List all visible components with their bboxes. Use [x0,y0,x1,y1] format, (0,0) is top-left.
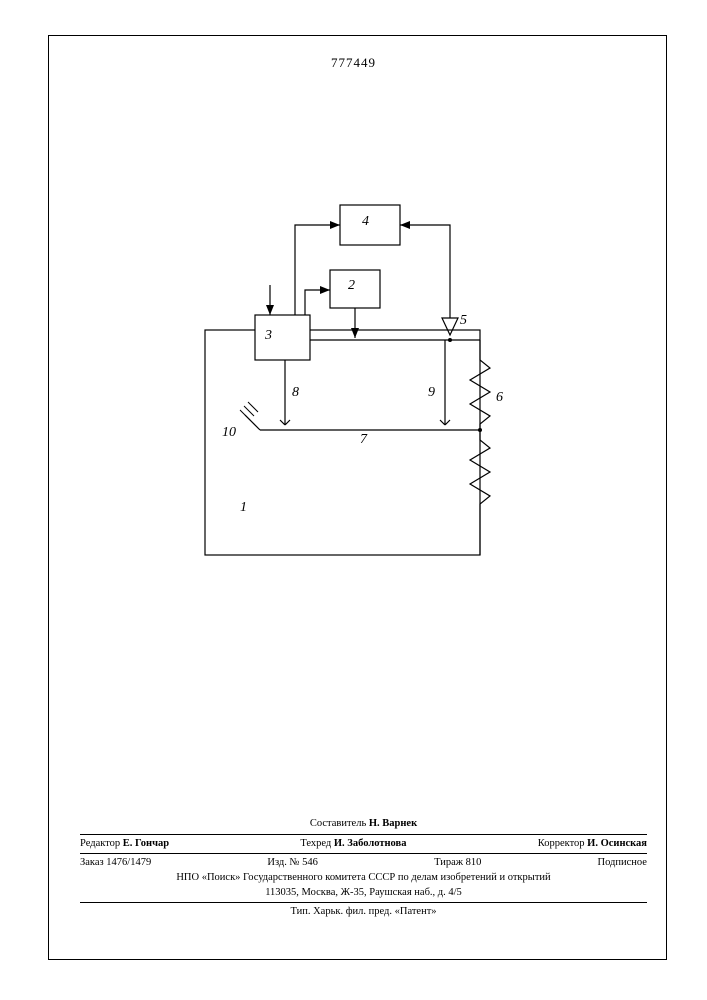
tirazh: Тираж 810 [434,856,481,871]
techred-label: Техред [300,838,331,849]
box-4 [340,205,400,245]
label-9: 9 [428,385,435,401]
box-3 [255,315,310,360]
tick-8b [285,420,290,425]
printer-line: Тип. Харьк. фил. пред. «Патент» [80,902,647,920]
box-1 [205,330,480,555]
editor-name: Е. Гончар [123,838,169,849]
wire-3-to-2 [305,290,330,315]
credits-row: Редактор Е. Гончар Техред И. Заболотнова… [80,837,647,855]
org-line-2: 113035, Москва, Ж-35, Раушская наб., д. … [80,886,647,901]
arrowhead-into-4 [400,221,410,229]
edition-number: Изд. № 546 [267,856,318,871]
page: 777449 [0,0,707,1000]
editor-label: Редактор [80,838,120,849]
tick-9a [440,420,445,425]
label-3: 3 [265,328,272,344]
arrowhead-into-3 [266,305,274,315]
compiler-name: Н. Варнек [369,818,417,829]
hatch-10c [248,402,258,412]
wire-4-to-5 [400,225,450,318]
techred-name: И. Заболотнова [334,838,407,849]
footer-block: Составитель Н. Варнек Редактор Е. Гончар… [80,817,647,920]
compiler-label: Составитель [310,818,366,829]
circuit-diagram: 1 2 3 4 5 6 7 8 9 10 [200,200,510,560]
compiler-row: Составитель Н. Варнек [80,817,647,835]
corrector-name: И. Осинская [587,838,647,849]
patent-number: 777449 [0,55,707,71]
hatch-10a [240,410,250,420]
corrector-cell: Корректор И. Осинская [538,837,647,852]
label-6: 6 [496,390,503,406]
subscription: Подписное [598,856,647,871]
triangle-5 [442,318,458,335]
tick-9b [445,420,450,425]
tick-8a [280,420,285,425]
node-6 [478,428,482,432]
editor-cell: Редактор Е. Гончар [80,837,169,852]
print-info-row: Заказ 1476/1479 Изд. № 546 Тираж 810 Под… [80,856,647,871]
label-4: 4 [362,214,369,230]
arrowhead-3-to-2 [320,286,330,294]
corrector-label: Корректор [538,838,585,849]
label-1: 1 [240,500,247,516]
label-7: 7 [360,432,367,448]
order-number: Заказ 1476/1479 [80,856,151,871]
label-8: 8 [292,385,299,401]
label-5: 5 [460,313,467,329]
techred-cell: Техред И. Заболотнова [300,837,406,852]
box-2 [330,270,380,308]
arrowhead-3-to-4 [330,221,340,229]
label-2: 2 [348,278,355,294]
hatch-10b [244,406,254,416]
label-10: 10 [222,425,236,441]
arrowhead-2-down [351,328,359,338]
org-line-1: НПО «Поиск» Государственного комитета СС… [80,871,647,886]
